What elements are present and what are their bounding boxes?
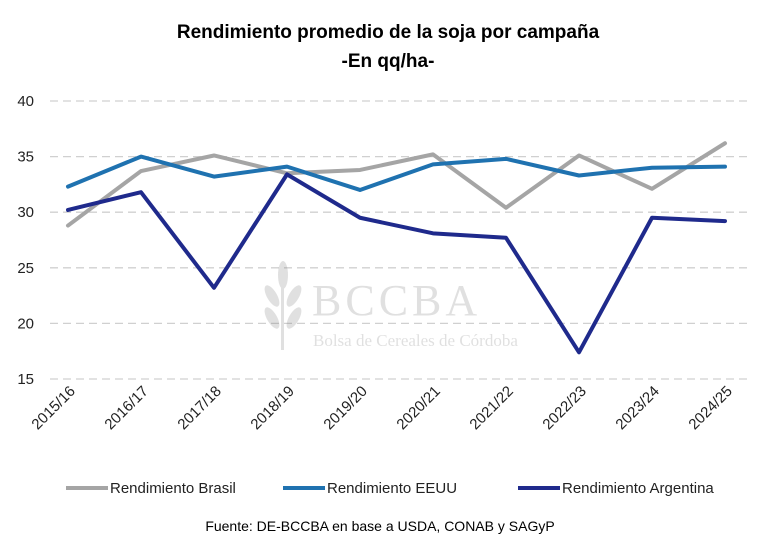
chart-title: Rendimiento promedio de la soja por camp… — [177, 22, 600, 43]
x-tick-label: 2020/21 — [393, 383, 443, 433]
series-lines — [66, 141, 727, 355]
y-tick-label: 25 — [17, 260, 34, 277]
watermark-text: BCCBA — [312, 276, 481, 325]
wheat-icon — [264, 261, 302, 350]
x-tick-label: 2024/25 — [685, 383, 735, 433]
gridlines — [50, 100, 752, 380]
y-tick-label: 20 — [17, 315, 34, 332]
legend-label: Rendimiento Brasil — [110, 480, 236, 497]
x-axis: 2015/16 2016/17 2017/18 2018/19 2019/20 2020/… — [28, 383, 735, 433]
series-line-brasil — [66, 141, 727, 228]
series-line-eeuu — [66, 154, 727, 192]
x-tick-label: 2019/20 — [320, 383, 370, 433]
source-note: Fuente: DE-BCCBA en base a USDA, CONAB y… — [205, 518, 554, 534]
y-tick-label: 15 — [17, 371, 34, 388]
y-tick-label: 30 — [17, 204, 34, 221]
watermark-subtext: Bolsa de Cereales de Córdoba — [313, 331, 518, 350]
legend: Rendimiento Brasil Rendimiento EEUU Rendim… — [66, 480, 714, 497]
x-tick-label: 2015/16 — [28, 383, 78, 433]
x-tick-label: 2021/22 — [466, 383, 516, 433]
chart-subtitle: -En qq/ha- — [342, 51, 435, 72]
series-line-argentina — [66, 172, 727, 355]
x-tick-label: 2023/24 — [612, 383, 662, 433]
legend-label: Rendimiento EEUU — [327, 480, 457, 497]
legend-label: Rendimiento Argentina — [562, 480, 714, 497]
x-tick-label: 2018/19 — [247, 383, 297, 433]
x-tick-label: 2016/17 — [101, 383, 151, 433]
y-tick-label: 35 — [17, 149, 34, 166]
y-tick-label: 40 — [17, 93, 34, 110]
watermark-logo: BCCBA Bolsa de Cereales de Córdoba — [264, 261, 518, 350]
y-axis: 15 20 25 30 35 40 — [17, 93, 34, 388]
x-tick-label: 2017/18 — [174, 383, 224, 433]
x-tick-label: 2022/23 — [539, 383, 589, 433]
